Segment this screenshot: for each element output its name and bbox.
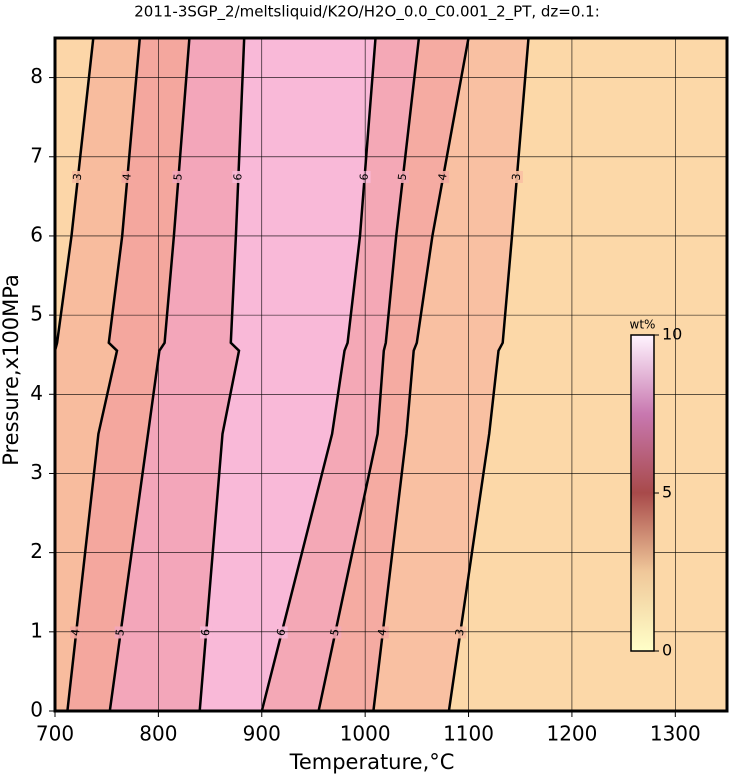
x-tick-label: 900 bbox=[243, 722, 281, 746]
contour-label-bg bbox=[172, 170, 185, 183]
plot-frame bbox=[53, 36, 729, 713]
x-tick-label: 700 bbox=[36, 722, 74, 746]
contour-label-bg bbox=[329, 626, 342, 639]
chart-title: 2011-3SGP_2/meltsliquid/K2O/H2O_0.0_C0.0… bbox=[134, 3, 600, 22]
y-tick-label: 5 bbox=[30, 302, 43, 326]
contour-label: 3 bbox=[510, 173, 524, 181]
contour-label: 3 bbox=[453, 628, 467, 637]
contour-label-bg bbox=[232, 170, 245, 183]
colorbar-fill bbox=[630, 334, 655, 652]
y-tick-label: 2 bbox=[30, 539, 43, 563]
contour-line bbox=[372, 38, 470, 711]
axes: 700 800 900 1000 1100 1200 1300 0 1 2 3 4 5 6 7 8 bbox=[30, 64, 700, 745]
y-axis-label: Pressure,x100MPa bbox=[0, 274, 23, 466]
y-tick-label: 8 bbox=[30, 64, 43, 88]
colorbar-tick-label: 10 bbox=[662, 325, 682, 344]
y-tick-label: 7 bbox=[30, 143, 43, 167]
contour-line bbox=[66, 38, 142, 711]
contour-label-bg bbox=[121, 170, 134, 183]
contour-label: 3 bbox=[11, 628, 25, 637]
y-tick-label: 0 bbox=[30, 698, 43, 722]
y-tick-label: 4 bbox=[30, 381, 43, 405]
contour-line bbox=[108, 38, 191, 711]
y-tick-label: 3 bbox=[30, 460, 43, 484]
contour-label-bg bbox=[358, 170, 371, 183]
contour-line bbox=[317, 38, 421, 711]
contour-label-bg bbox=[70, 626, 83, 639]
contour-label: 6 bbox=[357, 173, 371, 181]
contour-label-bg bbox=[275, 626, 288, 639]
y-tick-label: 1 bbox=[30, 618, 43, 642]
contour-label: 6 bbox=[199, 628, 213, 636]
x-axis-label: Temperature,°C bbox=[289, 750, 455, 774]
contour-label: 5 bbox=[328, 628, 342, 638]
contour-label: 5 bbox=[396, 173, 410, 181]
contour-label: 4 bbox=[436, 172, 450, 181]
contour-label: 4 bbox=[375, 628, 389, 636]
colorbar-tick-label: 0 bbox=[662, 641, 672, 660]
contour-label: 5 bbox=[113, 628, 127, 637]
contour-label: 6 bbox=[231, 173, 244, 181]
contour-line bbox=[447, 38, 530, 711]
contour-line bbox=[198, 38, 246, 711]
plot-area: 3 3 4 4 5 5 6 6 6 6 5 5 4 4 3 3 bbox=[11, 38, 727, 711]
x-tick-label: 1200 bbox=[546, 722, 597, 746]
x-tick-label: 1100 bbox=[443, 722, 494, 746]
contour-label-bg bbox=[72, 170, 85, 183]
contour-label-bg bbox=[12, 626, 24, 638]
contour-line bbox=[260, 38, 377, 711]
x-tick-label: 1000 bbox=[340, 722, 391, 746]
x-tick-label: 1300 bbox=[650, 722, 701, 746]
colorbar: wt% 0 5 10 bbox=[630, 318, 683, 660]
contour-label-bg bbox=[510, 170, 523, 183]
colorbar-tick-label: 5 bbox=[662, 483, 672, 502]
contour-label-bg bbox=[454, 626, 467, 639]
contour-label: 5 bbox=[171, 173, 185, 181]
x-tick-label: 800 bbox=[139, 722, 177, 746]
contour-label-bg bbox=[376, 626, 389, 639]
colorbar-label: wt% bbox=[630, 318, 656, 332]
y-tick-label: 6 bbox=[30, 222, 43, 246]
contour-label-bg bbox=[200, 626, 213, 639]
contour-label: 4 bbox=[120, 173, 134, 181]
contour-label: 3 bbox=[71, 173, 85, 181]
contour-label-bg bbox=[437, 170, 450, 183]
contour-label: 4 bbox=[69, 628, 83, 636]
contour-label: 6 bbox=[274, 627, 288, 637]
contour-label-bg bbox=[114, 626, 127, 639]
contour-label-bg bbox=[396, 170, 409, 183]
